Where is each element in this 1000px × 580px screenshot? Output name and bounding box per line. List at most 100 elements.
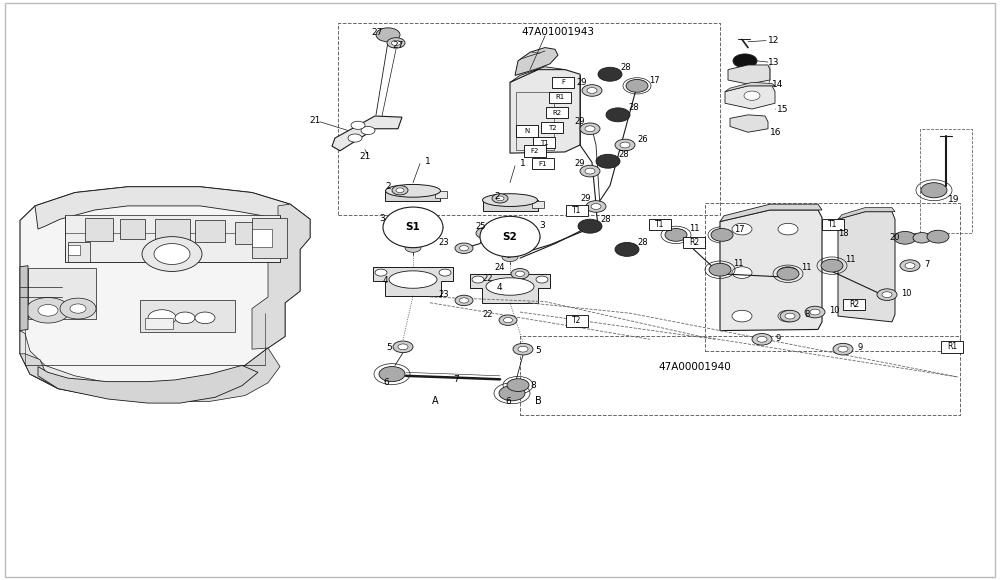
Bar <box>941 341 963 353</box>
Text: 11: 11 <box>801 263 812 272</box>
Text: 10: 10 <box>901 289 912 298</box>
Text: 27: 27 <box>392 41 404 50</box>
Circle shape <box>778 310 798 322</box>
Circle shape <box>732 267 752 278</box>
Text: 3: 3 <box>539 220 545 230</box>
Text: 10: 10 <box>829 306 840 316</box>
Circle shape <box>392 186 408 195</box>
Text: T1: T1 <box>828 220 838 229</box>
Circle shape <box>665 229 687 241</box>
Circle shape <box>351 121 365 129</box>
Text: 25: 25 <box>476 222 486 231</box>
Text: 1: 1 <box>425 157 431 166</box>
Bar <box>68 242 90 262</box>
Text: 9: 9 <box>857 343 862 353</box>
Bar <box>532 201 544 208</box>
Polygon shape <box>730 115 768 132</box>
Circle shape <box>496 196 504 201</box>
Text: 22: 22 <box>483 274 493 283</box>
Text: 6: 6 <box>505 397 511 406</box>
Text: 15: 15 <box>777 104 788 114</box>
Text: F2: F2 <box>531 148 539 154</box>
Polygon shape <box>252 204 310 349</box>
Polygon shape <box>838 212 895 322</box>
Polygon shape <box>510 70 580 153</box>
Circle shape <box>752 334 772 345</box>
Text: 11: 11 <box>845 255 856 264</box>
Text: 8: 8 <box>530 380 536 390</box>
Text: S1: S1 <box>406 222 420 233</box>
Text: 29: 29 <box>581 194 591 204</box>
Circle shape <box>613 112 623 118</box>
Circle shape <box>175 312 195 324</box>
Circle shape <box>733 54 757 68</box>
Text: 8: 8 <box>804 310 809 320</box>
Circle shape <box>732 310 752 322</box>
Text: 17: 17 <box>734 224 745 234</box>
Text: R1: R1 <box>555 95 565 100</box>
Circle shape <box>757 336 767 342</box>
Circle shape <box>142 237 202 271</box>
Circle shape <box>615 242 639 256</box>
Circle shape <box>476 227 496 239</box>
Circle shape <box>60 298 96 319</box>
Text: 23: 23 <box>439 238 449 247</box>
Circle shape <box>709 263 731 276</box>
Polygon shape <box>470 274 550 303</box>
Text: 26: 26 <box>637 135 648 144</box>
Text: T1: T1 <box>540 140 548 146</box>
Bar <box>235 222 260 244</box>
Text: 17: 17 <box>649 75 660 85</box>
Text: 5: 5 <box>386 343 392 353</box>
Bar <box>482 200 538 211</box>
Text: 29: 29 <box>577 78 587 88</box>
Text: 29: 29 <box>575 159 585 168</box>
Circle shape <box>405 243 421 252</box>
Circle shape <box>26 298 70 323</box>
Polygon shape <box>35 187 310 229</box>
Bar <box>252 229 272 246</box>
Text: R1: R1 <box>947 342 957 351</box>
Bar <box>552 77 574 88</box>
Circle shape <box>711 229 733 241</box>
Circle shape <box>392 40 400 46</box>
Polygon shape <box>510 67 565 82</box>
Circle shape <box>603 158 613 164</box>
Circle shape <box>455 295 473 306</box>
Circle shape <box>606 108 630 122</box>
Circle shape <box>615 139 635 151</box>
Polygon shape <box>20 187 310 399</box>
Text: 11: 11 <box>733 259 744 268</box>
Text: 13: 13 <box>768 57 780 67</box>
Bar <box>516 92 554 150</box>
Text: B: B <box>535 396 541 407</box>
Circle shape <box>387 38 405 48</box>
Text: 22: 22 <box>483 310 493 319</box>
Circle shape <box>780 310 800 322</box>
Circle shape <box>481 230 491 236</box>
Bar <box>120 219 145 239</box>
Bar <box>532 158 554 169</box>
Text: R2: R2 <box>689 238 699 247</box>
Text: 24: 24 <box>495 263 505 273</box>
Circle shape <box>585 168 595 174</box>
Text: F1: F1 <box>539 161 547 166</box>
Circle shape <box>348 134 362 142</box>
Text: 28: 28 <box>600 215 611 224</box>
Text: 5: 5 <box>535 346 541 355</box>
Polygon shape <box>725 82 775 92</box>
Bar <box>85 218 113 241</box>
Text: S2: S2 <box>503 231 517 242</box>
Bar <box>822 219 844 230</box>
Bar <box>435 191 447 198</box>
Ellipse shape <box>482 194 538 206</box>
Text: T1: T1 <box>655 220 665 229</box>
Polygon shape <box>725 86 775 109</box>
Circle shape <box>439 269 451 276</box>
Bar <box>65 215 280 262</box>
Text: 3: 3 <box>379 213 385 223</box>
Circle shape <box>38 304 58 316</box>
Text: 28: 28 <box>618 150 629 159</box>
Circle shape <box>536 276 548 283</box>
Circle shape <box>810 309 820 315</box>
